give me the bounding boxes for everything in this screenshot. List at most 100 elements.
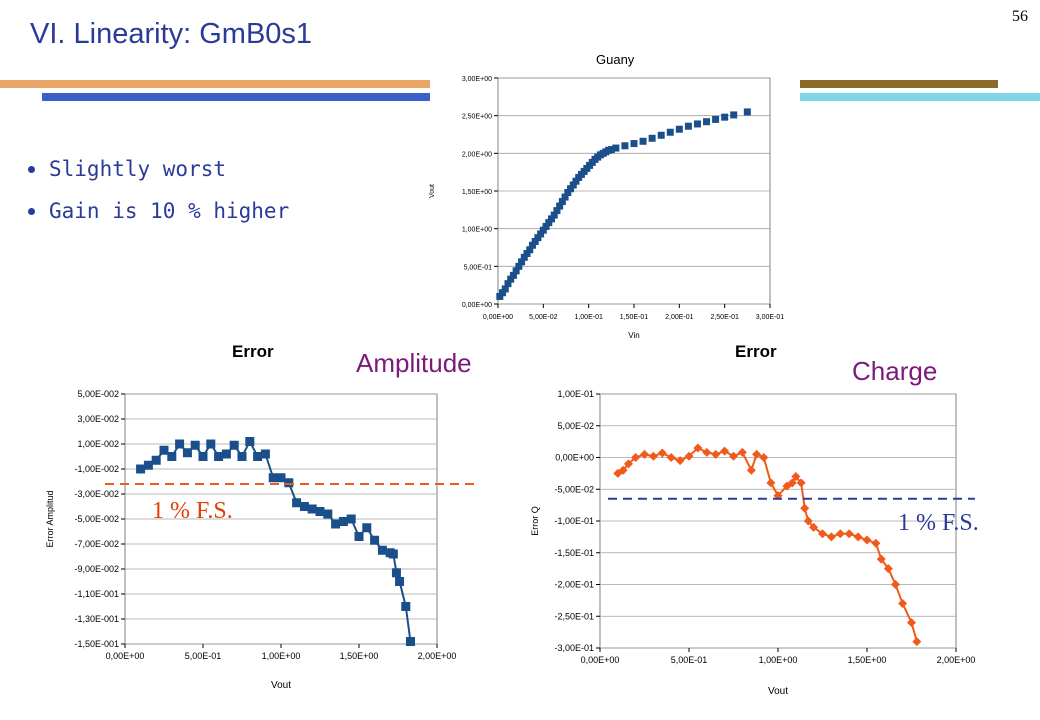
data-point [214, 452, 224, 461]
data-point [377, 545, 387, 555]
data-point [515, 262, 523, 270]
error-charge-chart: 1,00E-01 5,00E-02 0,00E+00 -5,00E-02 -1,00E-… [530, 389, 976, 697]
y-tick-label: -3,00E-002 [74, 489, 119, 499]
data-point [890, 580, 900, 589]
data-point [623, 459, 633, 469]
y-tick-label: 3,00E+00 [462, 76, 492, 83]
data-point [730, 111, 738, 119]
data-point [720, 446, 730, 456]
y-tick-label: 3,00E-002 [77, 414, 119, 424]
y-tick-label: 2,00E+00 [462, 151, 492, 158]
data-point [405, 637, 415, 646]
data-point [520, 253, 528, 261]
data-point [567, 185, 575, 193]
y-tick-label: -1,10E-001 [74, 589, 119, 599]
x-tick-label: 1,00E+00 [262, 651, 301, 661]
data-point [175, 439, 185, 449]
data-point [826, 532, 836, 542]
data-point [648, 134, 656, 142]
accent-bar-brown [800, 80, 998, 88]
data-point [564, 189, 572, 197]
data-point [721, 113, 729, 121]
data-point [507, 275, 515, 283]
page-number: 56 [1012, 8, 1028, 25]
data-point [388, 549, 398, 559]
data-point [607, 146, 615, 154]
data-point [684, 122, 692, 130]
x-axis-label: Vin [628, 331, 639, 340]
data-point [630, 140, 638, 148]
y-tick-label: -2,00E-01 [554, 580, 594, 590]
data-point [545, 219, 553, 227]
y-tick-label: -5,00E-02 [554, 484, 594, 494]
data-point [631, 453, 641, 462]
data-point [496, 292, 504, 300]
data-point [182, 448, 192, 458]
error-amplitude-chart-title: Error [232, 342, 274, 361]
slide-title: VI. Linearity: GmB0s1 [30, 18, 313, 50]
accent-bar-orange [0, 80, 430, 88]
data-point [391, 568, 401, 578]
y-tick-label: -9,00E-002 [74, 564, 119, 574]
data-point [907, 618, 916, 628]
data-point [539, 226, 547, 234]
x-tick-label: 2,50E-01 [710, 314, 739, 321]
x-tick-label: 1,50E-01 [620, 314, 649, 321]
data-point [245, 437, 255, 446]
x-tick-label: 5,00E-01 [185, 651, 222, 661]
data-point [639, 137, 647, 145]
y-tick-label: 2,50E+00 [462, 114, 492, 121]
data-point [876, 554, 886, 564]
data-point [518, 258, 526, 266]
data-point [338, 517, 348, 526]
data-point [746, 465, 756, 475]
data-point [648, 451, 658, 461]
data-point [556, 202, 564, 210]
data-point [703, 118, 711, 126]
data-point [526, 246, 534, 254]
charge-label: Charge [852, 356, 938, 386]
accent-bar-cyan [800, 93, 1040, 101]
data-point [323, 509, 333, 519]
bullet-dot-icon [28, 165, 35, 173]
data-point [537, 230, 545, 238]
y-axis-label: Error Amplitud [45, 490, 55, 547]
data-point [675, 125, 683, 133]
data-point [572, 177, 580, 185]
x-tick-label: 5,00E-02 [529, 314, 558, 321]
y-tick-label: 0,00E+00 [462, 302, 492, 309]
data-point [561, 193, 569, 201]
y-tick-label: 0,00E+00 [555, 453, 594, 463]
y-tick-label: -1,00E-002 [74, 464, 119, 474]
data-point [346, 514, 356, 524]
data-point [268, 473, 278, 483]
x-tick-label: 2,00E+00 [937, 655, 976, 665]
data-point [800, 503, 810, 513]
data-point [693, 443, 703, 453]
fs-label-left: 1 % F.S. [152, 498, 233, 524]
data-point [666, 128, 674, 136]
data-point [711, 449, 721, 459]
data-point [395, 577, 405, 586]
data-point [712, 115, 720, 123]
data-point [531, 237, 539, 245]
data-point [558, 198, 566, 206]
data-point [499, 289, 507, 297]
x-tick-label: 5,00E-01 [671, 655, 708, 665]
bullet-item: Gain is 10 % higher [28, 190, 289, 232]
data-point [190, 440, 200, 450]
error-amplitude-chart: 5,00E-002 3,00E-002 1,00E-002 -1,00E-002 -3,… [45, 389, 478, 691]
data-point [871, 538, 881, 548]
y-tick-label: 1,00E-01 [557, 389, 594, 399]
x-tick-label: 2,00E-01 [665, 314, 694, 321]
data-point [299, 502, 309, 511]
x-tick-label: 1,00E-01 [574, 314, 603, 321]
data-point [509, 271, 517, 279]
y-axis-label: Error Q [530, 506, 540, 536]
data-point [803, 516, 813, 526]
data-point [512, 267, 520, 275]
data-point [883, 564, 893, 574]
data-point [782, 481, 792, 491]
data-point [136, 464, 146, 474]
data-point [284, 478, 294, 488]
